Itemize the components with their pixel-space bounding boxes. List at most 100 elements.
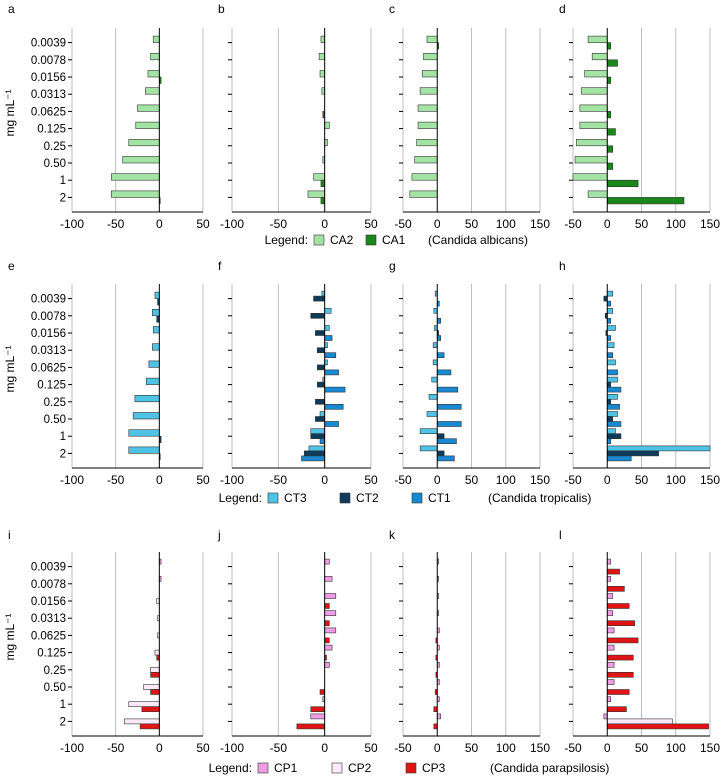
value-tick-label: -100 [60, 473, 84, 487]
legend: Legend: CP1 CP2 CP3 (Candida parapsilosis) [209, 761, 610, 775]
bar-ca1 [320, 197, 325, 205]
value-tick-label: 150 [530, 217, 550, 231]
bar-ct1 [324, 335, 333, 341]
value-tick-label: 100 [666, 473, 686, 487]
bar-ct3 [132, 412, 160, 420]
value-tick-label: -100 [220, 473, 244, 487]
bar-ct3 [324, 325, 330, 331]
value-tick-label: 50 [465, 473, 479, 487]
bar-ct1 [324, 403, 344, 410]
value-tick-label: -50 [394, 473, 412, 487]
bar-ct1 [436, 369, 452, 376]
bar-ct3 [428, 393, 438, 400]
bar-ca2 [421, 70, 438, 78]
category-label: 2 [60, 448, 66, 460]
category-label: 0.50 [44, 158, 66, 170]
bar-ct1 [436, 438, 457, 445]
category-label: 0.125 [37, 124, 66, 136]
bar-cp3 [324, 603, 330, 609]
legend-label: CP1 [274, 761, 298, 775]
bar-ct2 [303, 450, 325, 457]
value-tick-label: -50 [107, 741, 125, 755]
bar-ca2 [591, 52, 608, 61]
bar-cp1 [324, 558, 330, 565]
bar-ct2 [313, 295, 325, 302]
bar-ct1 [606, 300, 611, 307]
panel-h: h -50 0 50 100 150 [559, 259, 720, 487]
panel-l: l -50 0 50 100 150 [559, 528, 720, 755]
bar-ct3 [606, 325, 616, 331]
bar-ca1 [606, 111, 611, 119]
bar-ct1 [324, 386, 346, 393]
panel-f: f -100 -50 0 50 [218, 259, 378, 487]
bar-ct3 [606, 307, 614, 314]
category-label: 0.0039 [31, 294, 66, 306]
bar-ct2 [310, 433, 325, 440]
bar-ca1 [606, 76, 611, 84]
bar-ca2 [417, 121, 438, 129]
bar-cp3 [139, 723, 160, 730]
legend-prefix: Legend: [265, 233, 308, 247]
bar-ct1 [606, 369, 618, 376]
category-label: 0.0039 [31, 562, 66, 574]
category-label: 1 [60, 699, 66, 711]
bar-ct1 [324, 421, 339, 427]
bar-cp2 [143, 684, 160, 690]
category-label: 2 [60, 716, 66, 728]
category-label: 0.0078 [31, 55, 66, 67]
bar-ct2 [316, 364, 325, 371]
bar-cp3 [606, 723, 709, 730]
value-tick-label: 100 [666, 217, 686, 231]
value-tick-label: 0 [604, 217, 611, 231]
panel-label: f [218, 259, 222, 273]
bar-cp3 [296, 723, 325, 730]
legend-label: CT3 [284, 491, 307, 505]
value-tick-label: 100 [666, 741, 686, 755]
bar-ca2 [152, 35, 160, 43]
value-tick-label: 0 [321, 741, 328, 755]
bar-cp3 [606, 603, 630, 609]
value-tick-label: 50 [364, 217, 378, 231]
value-tick-label: 0 [156, 741, 163, 755]
value-tick-label: -50 [394, 217, 412, 231]
legend-label: CT1 [428, 491, 451, 505]
bar-ct2 [606, 381, 611, 388]
category-label: 2 [60, 192, 66, 204]
bar-ct3 [606, 393, 618, 400]
value-tick-label: 0 [321, 217, 328, 231]
bar-cp2 [124, 718, 160, 725]
category-label: 0.0625 [31, 630, 66, 642]
bar-cp1 [436, 713, 441, 720]
bar-ca2 [324, 121, 330, 129]
category-label: 1 [60, 431, 66, 443]
bar-cp3 [319, 689, 325, 695]
bar-ca2 [111, 173, 160, 181]
legend-swatch-ct3 [267, 492, 279, 504]
legend-species: (Candida parapsilosis) [490, 761, 609, 775]
bar-ct3 [419, 445, 438, 452]
bar-ct3 [426, 411, 438, 417]
bar-cp3 [606, 585, 625, 592]
bar-cp3 [324, 637, 330, 644]
bar-ca2 [423, 52, 438, 61]
value-tick-label: 0 [434, 217, 441, 231]
bar-ca2 [572, 173, 608, 181]
bar-cp1 [310, 713, 325, 720]
value-tick-label: 100 [496, 473, 516, 487]
bar-ct3 [134, 394, 160, 403]
value-tick-label: -100 [60, 741, 84, 755]
bar-cp1 [603, 713, 608, 720]
bar-ct3 [431, 376, 438, 383]
bar-ca2 [409, 190, 438, 198]
bar-ca2 [417, 104, 438, 112]
bar-ct1 [319, 438, 325, 445]
value-tick-label: -50 [564, 217, 582, 231]
bar-cp1 [324, 661, 330, 668]
panel-g: g -50 0 50 100 150 [389, 259, 550, 487]
bar-ct3 [145, 377, 160, 385]
category-label: 0.0078 [31, 311, 66, 323]
bar-ct1 [436, 421, 462, 427]
bar-cp3 [310, 706, 325, 713]
bar-cp1 [606, 593, 614, 599]
